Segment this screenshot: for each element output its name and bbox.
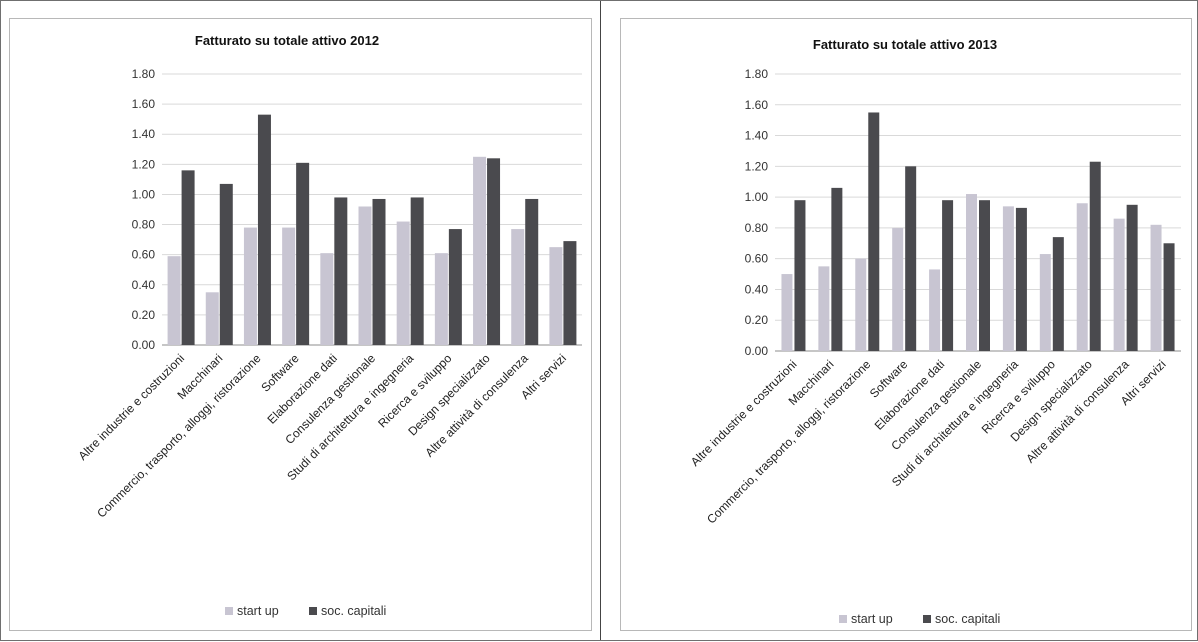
bar-start-up (205, 292, 219, 345)
bar-soc-capitali (905, 166, 917, 351)
bar-start-up (966, 194, 977, 351)
bar-soc-capitali (410, 197, 424, 345)
bar-soc-capitali (525, 198, 539, 345)
legend-swatch (225, 607, 233, 615)
y-tick-label: 1.40 (132, 127, 156, 141)
chart-title: Fatturato su totale attivo 2013 (813, 37, 997, 52)
bar-start-up (781, 274, 793, 351)
panel-divider (600, 1, 601, 640)
bar-start-up (358, 206, 372, 345)
y-tick-label: 0.80 (132, 218, 156, 232)
bar-start-up (549, 247, 563, 345)
legend-label: start up (237, 604, 279, 618)
bar-soc-capitali (448, 229, 462, 345)
bar-start-up (282, 227, 296, 345)
y-tick-label: 0.60 (132, 248, 156, 262)
bar-start-up (818, 266, 830, 351)
panel-2012: Fatturato su totale attivo 2012 0.00 0.20… (1, 1, 600, 642)
y-tick-label: 1.60 (132, 97, 156, 111)
chart-2013-svg: Fatturato su totale attivo 2013 0.00 0.20… (688, 37, 1181, 626)
bar-start-up (1150, 224, 1162, 351)
y-tick-label: 1.20 (745, 159, 769, 173)
legend-label: start up (851, 612, 893, 626)
legend-swatch (309, 607, 317, 615)
bar-start-up (1002, 206, 1014, 351)
bar-soc-capitali (1052, 237, 1064, 351)
y-tick-label: 0.00 (132, 338, 156, 352)
bar-start-up (855, 258, 867, 351)
bar-soc-capitali (296, 162, 310, 345)
bars (781, 112, 1175, 351)
bar-start-up (511, 229, 525, 345)
bar-start-up (434, 253, 448, 345)
bar-soc-capitali (1163, 243, 1175, 351)
y-tick-label: 1.40 (745, 129, 769, 143)
y-tick-label: 1.80 (745, 67, 769, 81)
y-tick-label: 0.40 (132, 278, 156, 292)
y-tick-label: 0.00 (745, 344, 769, 358)
bar-soc-capitali (219, 183, 233, 345)
y-tick-label: 0.40 (745, 282, 769, 296)
bar-soc-capitali (794, 200, 806, 351)
bar-soc-capitali (1089, 161, 1101, 351)
bar-soc-capitali (334, 197, 348, 345)
legend-swatch (923, 615, 931, 623)
chart-2013: Fatturato su totale attivo 2013 0.00 0.20… (620, 18, 1192, 631)
chart-2012-svg: Fatturato su totale attivo 2012 0.00 0.20… (75, 33, 582, 618)
bar-start-up (473, 156, 487, 345)
bar-start-up (396, 221, 410, 345)
bar-soc-capitali (487, 158, 501, 345)
chart-2012: Fatturato su totale attivo 2012 0.00 0.20… (9, 18, 592, 631)
bar-start-up (1076, 203, 1088, 351)
x-category-label: Commercio, trasporto, alloggi, ristorazi… (704, 357, 874, 527)
y-tick-label: 1.60 (745, 98, 769, 112)
y-tick-label: 1.80 (132, 67, 156, 81)
y-tick-label: 0.80 (745, 221, 769, 235)
legend-label: soc. capitali (935, 612, 1000, 626)
bar-soc-capitali (1015, 207, 1027, 351)
chart-title: Fatturato su totale attivo 2012 (195, 33, 379, 48)
bar-start-up (1113, 218, 1125, 351)
bar-start-up (320, 253, 334, 345)
x-category-label: Commercio, trasporto, alloggi, ristorazi… (94, 351, 264, 521)
bar-start-up (243, 227, 257, 345)
bar-soc-capitali (1126, 204, 1138, 351)
y-tick-label: 0.20 (132, 308, 156, 322)
bar-soc-capitali (831, 187, 843, 351)
legend: start up soc. capitali (839, 612, 1000, 626)
bar-start-up (892, 227, 904, 351)
panel-2013: Fatturato su totale attivo 2013 0.00 0.20… (601, 1, 1198, 642)
bar-soc-capitali (563, 241, 577, 345)
bar-soc-capitali (257, 114, 271, 346)
legend-label: soc. capitali (321, 604, 386, 618)
bar-soc-capitali (372, 198, 386, 345)
y-tick-label: 0.60 (745, 252, 769, 266)
y-tick-label: 1.00 (132, 187, 156, 201)
legend-swatch (839, 615, 847, 623)
bar-start-up (1039, 254, 1051, 351)
y-tick-label: 1.20 (132, 157, 156, 171)
bar-soc-capitali (979, 200, 990, 351)
x-category-label: Elaborazione dati (264, 351, 339, 426)
bar-soc-capitali (942, 200, 954, 351)
y-tick-label: 0.20 (745, 313, 769, 327)
y-tick-label: 1.00 (745, 190, 769, 204)
legend: start up soc. capitali (225, 604, 386, 618)
bar-start-up (167, 256, 181, 345)
bar-soc-capitali (181, 170, 195, 345)
bar-soc-capitali (868, 112, 880, 351)
gridlines (775, 73, 1181, 352)
bar-start-up (929, 269, 941, 351)
bars (167, 114, 577, 346)
